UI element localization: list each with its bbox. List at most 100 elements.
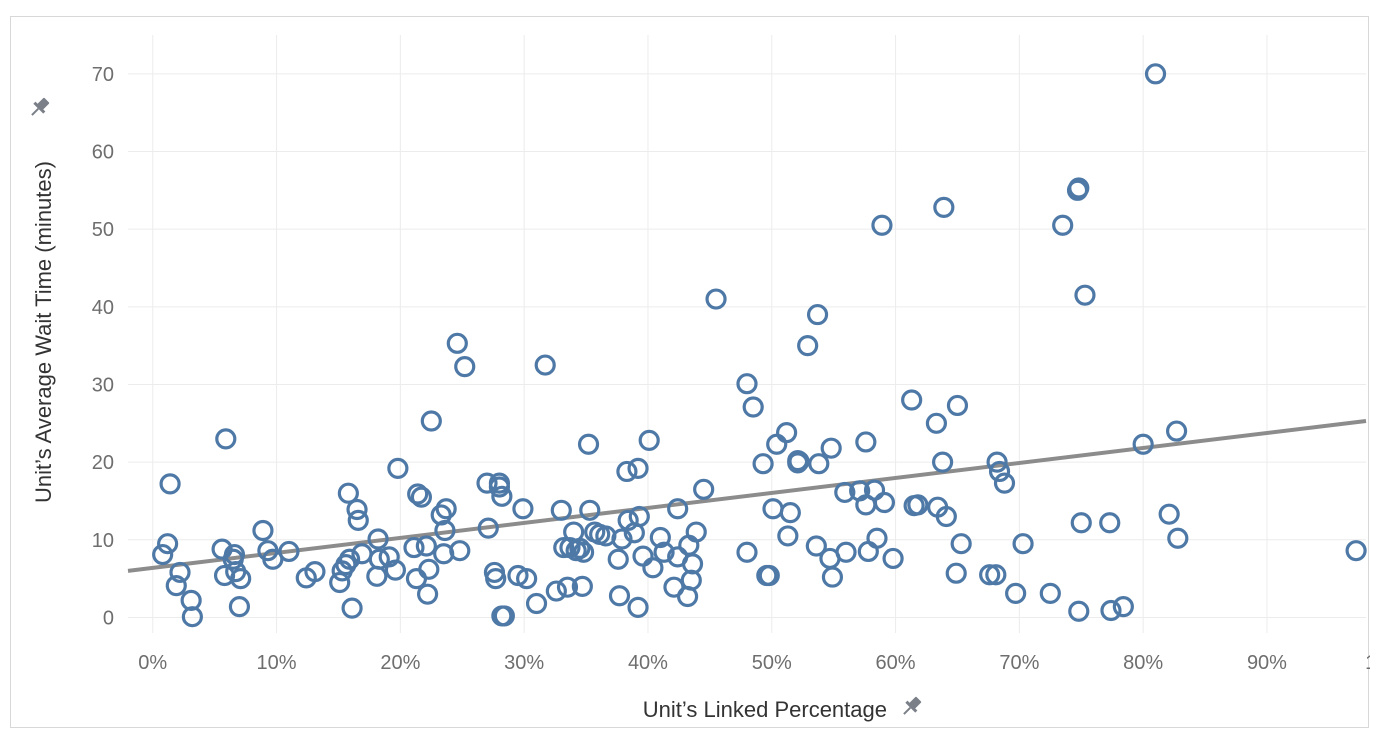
data-point[interactable] bbox=[985, 564, 1007, 586]
data-point[interactable] bbox=[337, 482, 359, 504]
x-axis-pin-icon[interactable] bbox=[899, 694, 924, 719]
data-point[interactable] bbox=[1074, 284, 1096, 306]
data-point[interactable] bbox=[1068, 177, 1090, 199]
data-point[interactable] bbox=[228, 595, 251, 618]
data-point[interactable] bbox=[329, 571, 351, 594]
data-point[interactable] bbox=[1132, 433, 1154, 455]
data-point[interactable] bbox=[788, 450, 810, 472]
data-point[interactable] bbox=[638, 429, 660, 451]
data-point[interactable] bbox=[752, 453, 774, 475]
data-point[interactable] bbox=[797, 335, 819, 357]
data-point[interactable] bbox=[252, 519, 274, 542]
data-point[interactable] bbox=[577, 433, 600, 455]
data-point[interactable] bbox=[553, 536, 575, 559]
data-point[interactable] bbox=[403, 536, 425, 559]
data-point[interactable] bbox=[159, 473, 181, 495]
data-point[interactable] bbox=[152, 543, 174, 566]
data-point[interactable] bbox=[627, 596, 649, 618]
data-point[interactable] bbox=[1158, 503, 1180, 525]
data-point[interactable] bbox=[1068, 600, 1090, 622]
data-point[interactable] bbox=[534, 354, 556, 376]
data-point[interactable] bbox=[165, 575, 187, 597]
data-point[interactable] bbox=[420, 410, 442, 432]
data-point[interactable] bbox=[616, 460, 638, 483]
data-point[interactable] bbox=[932, 451, 954, 473]
data-points[interactable] bbox=[152, 63, 1367, 628]
data-point[interactable] bbox=[632, 545, 654, 567]
data-point[interactable] bbox=[435, 498, 457, 520]
data-point[interactable] bbox=[493, 605, 515, 627]
data-point[interactable] bbox=[907, 494, 929, 516]
data-point[interactable] bbox=[835, 541, 857, 563]
data-point[interactable] bbox=[607, 548, 629, 570]
data-point[interactable] bbox=[346, 498, 368, 521]
data-point[interactable] bbox=[766, 433, 788, 455]
data-point[interactable] bbox=[946, 394, 969, 417]
data-point[interactable] bbox=[1012, 533, 1034, 555]
data-point[interactable] bbox=[415, 535, 437, 557]
data-point[interactable] bbox=[550, 499, 572, 521]
data-point[interactable] bbox=[491, 485, 513, 507]
data-point[interactable] bbox=[278, 540, 300, 563]
data-point[interactable] bbox=[705, 288, 727, 310]
data-point[interactable] bbox=[1070, 512, 1092, 534]
data-point[interactable] bbox=[777, 525, 799, 547]
data-point[interactable] bbox=[449, 540, 471, 562]
data-point[interactable] bbox=[855, 431, 877, 453]
data-point[interactable] bbox=[556, 576, 579, 598]
data-point[interactable] bbox=[736, 373, 758, 395]
data-point[interactable] bbox=[950, 533, 972, 555]
data-point[interactable] bbox=[866, 527, 888, 549]
data-point[interactable] bbox=[945, 562, 967, 584]
data-point[interactable] bbox=[758, 564, 780, 587]
data-point[interactable] bbox=[1345, 540, 1367, 562]
data-point[interactable] bbox=[871, 214, 893, 236]
data-point[interactable] bbox=[1005, 582, 1027, 604]
data-point[interactable] bbox=[685, 521, 707, 543]
data-point[interactable] bbox=[157, 533, 179, 555]
data-point[interactable] bbox=[935, 505, 957, 528]
data-point[interactable] bbox=[808, 453, 830, 475]
data-point[interactable] bbox=[736, 541, 758, 563]
data-point[interactable] bbox=[410, 486, 433, 508]
data-point[interactable] bbox=[339, 548, 361, 570]
data-point[interactable] bbox=[779, 502, 801, 524]
data-point[interactable] bbox=[569, 537, 591, 559]
data-point[interactable] bbox=[525, 592, 548, 615]
data-point[interactable] bbox=[230, 568, 252, 590]
data-point[interactable] bbox=[181, 606, 203, 628]
data-point[interactable] bbox=[693, 478, 715, 500]
data-point[interactable] bbox=[516, 568, 538, 590]
data-point[interactable] bbox=[628, 505, 650, 528]
data-point[interactable] bbox=[434, 519, 456, 542]
data-point[interactable] bbox=[367, 528, 389, 550]
data-point[interactable] bbox=[925, 412, 948, 434]
data-point[interactable] bbox=[649, 526, 671, 549]
data-point[interactable] bbox=[642, 557, 664, 579]
data-point[interactable] bbox=[418, 558, 440, 580]
data-point[interactable] bbox=[806, 303, 829, 326]
data-point[interactable] bbox=[545, 580, 567, 602]
data-point[interactable] bbox=[627, 457, 649, 479]
data-point[interactable] bbox=[571, 575, 593, 598]
data-point[interactable] bbox=[1039, 582, 1061, 604]
data-point[interactable] bbox=[986, 451, 1008, 473]
data-point[interactable] bbox=[1112, 595, 1134, 618]
data-point[interactable] bbox=[579, 499, 601, 521]
data-point[interactable] bbox=[488, 476, 510, 498]
data-point[interactable] bbox=[169, 561, 191, 584]
data-point[interactable] bbox=[667, 498, 689, 520]
data-point[interactable] bbox=[742, 396, 764, 418]
data-point[interactable] bbox=[446, 332, 468, 354]
data-point[interactable] bbox=[304, 561, 326, 583]
data-point[interactable] bbox=[347, 509, 369, 531]
data-point[interactable] bbox=[611, 528, 633, 550]
data-point[interactable] bbox=[834, 481, 856, 504]
data-point[interactable] bbox=[368, 548, 390, 570]
data-point[interactable] bbox=[820, 437, 842, 459]
data-point[interactable] bbox=[215, 428, 237, 450]
data-point[interactable] bbox=[988, 460, 1011, 483]
data-point[interactable] bbox=[933, 196, 955, 219]
data-point[interactable] bbox=[366, 565, 388, 587]
data-point[interactable] bbox=[1165, 420, 1188, 442]
